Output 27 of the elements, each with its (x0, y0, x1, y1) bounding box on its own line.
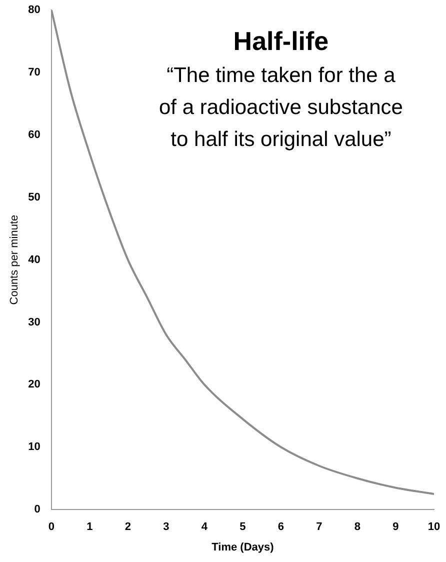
x-tick-label: 2 (124, 521, 132, 534)
x-tick-label: 3 (163, 521, 170, 534)
y-tick-label: 20 (28, 378, 40, 391)
x-axis-title: Time (Days) (212, 541, 274, 554)
x-tick-label: 9 (392, 521, 399, 534)
x-tick-label: 7 (316, 521, 322, 534)
x-tick-label: 10 (428, 521, 440, 534)
y-tick-label: 70 (28, 66, 40, 78)
x-tick-label: 4 (201, 521, 208, 534)
y-tick-label: 40 (28, 254, 40, 266)
y-tick-label: 10 (28, 441, 40, 454)
x-tick-label: 8 (354, 521, 361, 534)
y-tick-label: 60 (28, 128, 40, 141)
x-tick-label: 6 (278, 521, 284, 534)
y-tick-label: 30 (28, 316, 40, 328)
y-tick-label: 50 (28, 191, 40, 204)
annotation: of a radioactive substance (158, 96, 403, 119)
annotation: to half its original value” (170, 128, 392, 151)
text: Half-life (233, 26, 329, 56)
line-series (51, 10, 434, 495)
y-axis-title: Counts per minute (8, 214, 21, 305)
y-tick-label: 80 (28, 4, 40, 16)
x-tick-label: 1 (86, 521, 93, 534)
annotation: “The time taken for the a (166, 64, 396, 87)
y-tick-label: 0 (34, 504, 40, 516)
x-tick-label: 5 (240, 521, 246, 534)
x-tick-label: 0 (48, 521, 54, 534)
